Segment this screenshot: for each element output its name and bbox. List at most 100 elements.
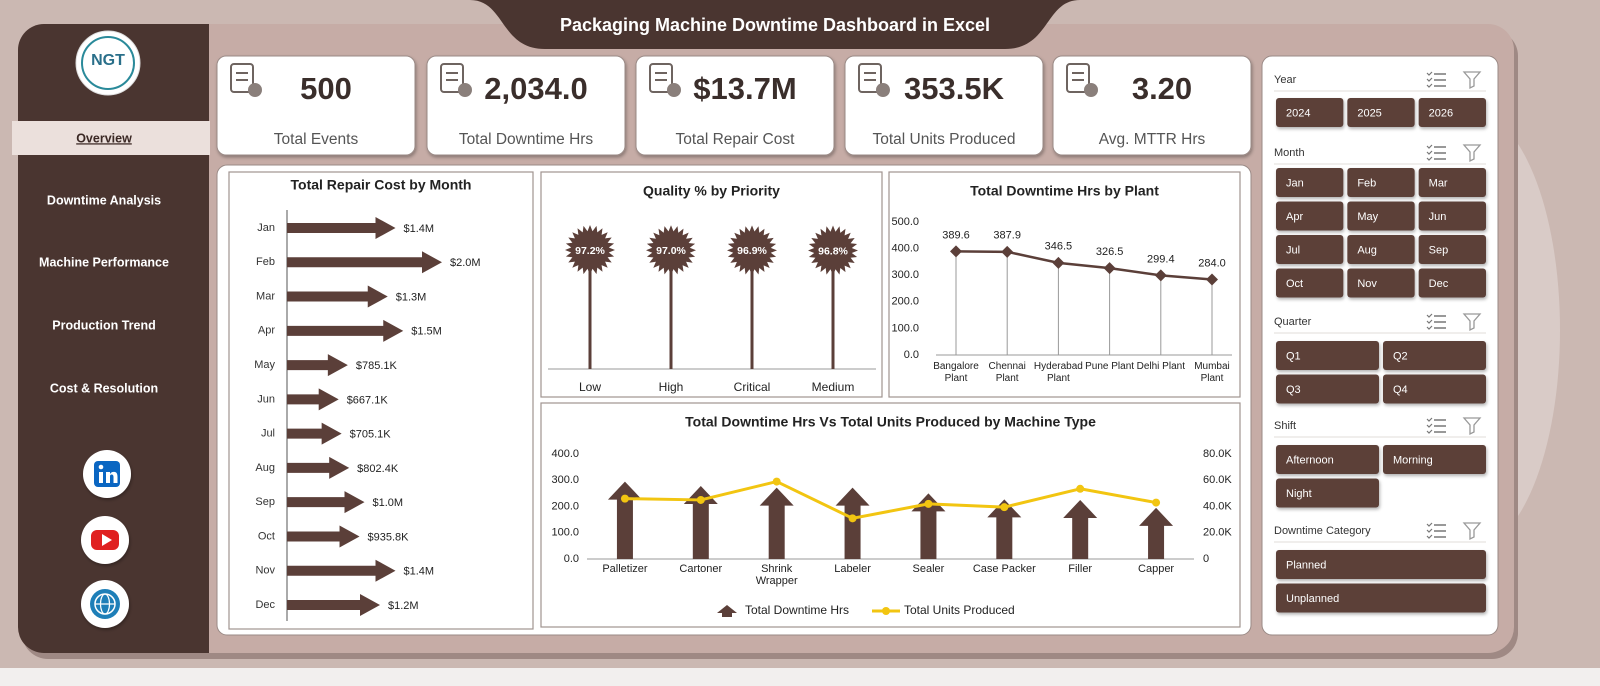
slicer-title: Quarter — [1274, 316, 1312, 328]
slicer-button-label[interactable]: Dec — [1429, 278, 1449, 290]
slicer-title: Month — [1274, 147, 1305, 159]
slicer-button-label[interactable]: Nov — [1357, 278, 1377, 290]
slicer-button[interactable] — [1276, 550, 1486, 579]
nav-item[interactable]: Machine Performance — [39, 255, 169, 269]
kpi-label: Total Units Produced — [872, 131, 1015, 148]
y-tick-label: 300.0 — [551, 474, 579, 486]
legend-label[interactable]: Total Downtime Hrs — [745, 603, 849, 617]
slicer-button[interactable] — [1418, 98, 1486, 127]
slicer-button[interactable] — [1418, 268, 1486, 298]
slicer-button[interactable] — [1418, 201, 1486, 231]
slicer-button-label[interactable]: Jan — [1286, 177, 1304, 189]
linkedin-icon[interactable] — [83, 450, 131, 498]
multi-select-icon[interactable] — [1426, 71, 1433, 76]
slicer-button-label[interactable]: May — [1357, 211, 1378, 223]
marker — [1103, 262, 1116, 275]
clear-filter-icon[interactable] — [1462, 313, 1482, 332]
multi-select-icon[interactable] — [1426, 423, 1433, 428]
multi-select-icon[interactable] — [1426, 534, 1433, 539]
multi-select-icon[interactable] — [1426, 313, 1433, 318]
slicer-button[interactable] — [1276, 98, 1344, 127]
category-label: Critical — [734, 380, 771, 394]
multi-select-icon[interactable] — [1426, 156, 1433, 161]
slicer-button-label[interactable]: Feb — [1357, 177, 1376, 189]
slicer-button[interactable] — [1276, 583, 1486, 613]
clear-filter-icon[interactable] — [1462, 522, 1482, 541]
slicer-button[interactable] — [1276, 235, 1344, 264]
slicer-button-label[interactable]: 2026 — [1429, 107, 1453, 119]
value-label: 97.2% — [575, 245, 605, 257]
slicer-button-label[interactable]: Q1 — [1286, 350, 1301, 362]
nav-selected — [12, 121, 210, 155]
slicer-button[interactable] — [1418, 235, 1486, 264]
multi-select-icon[interactable] — [1426, 429, 1433, 434]
slicer-button[interactable] — [1347, 268, 1415, 298]
multi-select-icon[interactable] — [1426, 528, 1433, 533]
multi-select-icon[interactable] — [1426, 319, 1433, 324]
website-icon[interactable] — [81, 580, 129, 628]
chart-box — [888, 171, 1241, 398]
slicer-button[interactable] — [1418, 168, 1486, 197]
clear-filter-icon[interactable] — [1462, 71, 1482, 90]
legend-label[interactable]: Total Units Produced — [904, 603, 1015, 617]
slicer-button[interactable] — [1383, 341, 1486, 370]
slicer-button[interactable] — [1347, 235, 1415, 264]
multi-select-icon[interactable] — [1426, 522, 1433, 527]
value-label: $785.1K — [356, 360, 398, 372]
nav-item[interactable]: Downtime Analysis — [47, 193, 161, 207]
bar-arrow — [683, 486, 718, 559]
category-label: Apr — [258, 325, 275, 337]
slicer-button[interactable] — [1347, 201, 1415, 231]
marker — [620, 494, 629, 503]
kpi-card — [216, 55, 416, 156]
slicer-button[interactable] — [1276, 168, 1344, 197]
slicer-button[interactable] — [1383, 445, 1486, 474]
slicer-button-label[interactable]: Planned — [1286, 559, 1326, 571]
marker — [924, 499, 933, 508]
multi-select-icon[interactable] — [1426, 144, 1433, 149]
category-label: Jun — [257, 393, 275, 405]
slicer-button[interactable] — [1276, 201, 1344, 231]
slicer-button[interactable] — [1276, 268, 1344, 298]
slicer-button-label[interactable]: Unplanned — [1286, 593, 1339, 605]
slicer-button-label[interactable]: Jul — [1286, 244, 1300, 256]
slicer-button-label[interactable]: 2025 — [1357, 107, 1381, 119]
clear-filter-icon[interactable] — [1462, 417, 1482, 436]
slicer-button[interactable] — [1347, 98, 1415, 127]
slicer-button[interactable] — [1276, 478, 1379, 508]
label-box: Delhi Plant — [1137, 361, 1185, 372]
slicer-button-label[interactable]: Aug — [1357, 244, 1377, 256]
slicer-button-label[interactable]: Q3 — [1286, 384, 1301, 396]
slicer-button-label[interactable]: Mar — [1429, 177, 1448, 189]
line — [955, 250, 1213, 281]
chart-title: Total Repair Cost by Month — [291, 177, 472, 193]
clear-filter-icon[interactable] — [1462, 144, 1482, 163]
slicer-button-label[interactable]: Sep — [1429, 244, 1449, 256]
slicer-button[interactable] — [1383, 374, 1486, 404]
nav-item[interactable]: Cost & Resolution — [50, 381, 158, 395]
slicer-button-label[interactable]: Morning — [1393, 454, 1433, 466]
value-label: $667.1K — [347, 394, 389, 406]
slicer-button-label[interactable]: Q4 — [1393, 384, 1408, 396]
nav-item[interactable]: Overview — [76, 131, 132, 145]
slicer-button[interactable] — [1276, 374, 1379, 404]
slicer-button[interactable] — [1347, 168, 1415, 197]
slicer-button-label[interactable]: Oct — [1286, 278, 1303, 290]
chart-box — [540, 171, 883, 398]
slicer-button-label[interactable]: Night — [1286, 488, 1312, 500]
multi-select-icon[interactable] — [1426, 150, 1433, 155]
y-tick-label: 0.0 — [904, 349, 919, 361]
multi-select-icon[interactable] — [1426, 325, 1433, 330]
nav-item[interactable]: Production Trend — [52, 318, 155, 332]
slicer-button-label[interactable]: Afternoon — [1286, 454, 1334, 466]
slicer-button-label[interactable]: 2024 — [1286, 107, 1310, 119]
multi-select-icon[interactable] — [1426, 417, 1433, 422]
multi-select-icon[interactable] — [1426, 83, 1433, 88]
multi-select-icon[interactable] — [1426, 77, 1433, 82]
slicer-button-label[interactable]: Jun — [1429, 211, 1447, 223]
slicer-button[interactable] — [1276, 341, 1379, 370]
youtube-icon[interactable] — [81, 516, 129, 564]
slicer-button-label[interactable]: Apr — [1286, 211, 1303, 223]
slicer-button-label[interactable]: Q2 — [1393, 350, 1408, 362]
slicer-button[interactable] — [1276, 445, 1379, 474]
